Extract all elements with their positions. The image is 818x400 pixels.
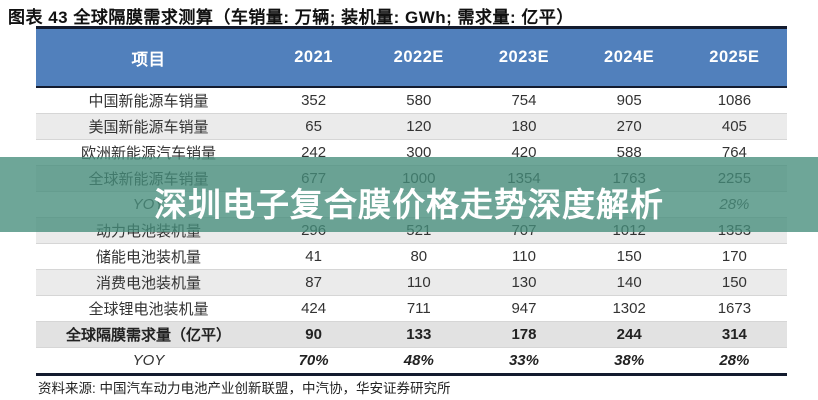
cell-value: 38% xyxy=(576,347,682,375)
cell-value: 28% xyxy=(681,347,787,375)
row-label: 全球新能源车销量 xyxy=(36,165,261,192)
table-row-global-nev-sales: 全球新能源车销量 677 1000 1354 1763 2255 xyxy=(36,165,787,192)
cell-value: 314 xyxy=(681,321,787,348)
table-row-china-nev-sales: 中国新能源车销量 352 580 754 905 1086 xyxy=(36,87,787,114)
cell-value: 420 xyxy=(471,139,577,166)
cell-value: 1302 xyxy=(576,295,682,322)
cell-value: 90 xyxy=(261,321,367,348)
cell-value xyxy=(471,191,577,218)
cell-value: 754 xyxy=(511,92,537,109)
cell-value xyxy=(366,191,472,218)
cell-value: 242 xyxy=(261,139,367,166)
cell-value: 133 xyxy=(366,321,472,348)
cell-value: 150 xyxy=(576,243,682,270)
cell-value: 41 xyxy=(261,243,367,270)
cell-value: 588 xyxy=(576,139,682,166)
table-row-power-battery: 动力电池装机量 296 521 707 1012 1353 xyxy=(36,217,787,244)
cell-value: 270 xyxy=(576,113,682,140)
row-label: 欧洲新能源汽车销量 xyxy=(36,139,261,166)
cell-value: 150 xyxy=(681,269,787,296)
cell-value: 70% xyxy=(261,347,367,375)
cell-value: 180 xyxy=(471,113,577,140)
demand-table: 项目 2021 2022E 2023E 2024E 2025E 中国新能源车销量… xyxy=(36,26,787,376)
col-header-2024e: 2024E xyxy=(576,29,682,88)
source-note: 资料来源: 中国汽车动力电池产业创新联盟，中汽协，华安证券研究所 xyxy=(38,381,451,396)
demand-table-grid: 项目 2021 2022E 2023E 2024E 2025E 中国新能源车销量… xyxy=(36,29,787,376)
col-header-2023e: 2023E xyxy=(471,29,577,88)
cell-value: 48% xyxy=(366,347,472,375)
cell-value: 1763 xyxy=(576,165,682,192)
cell-value: 300 xyxy=(366,139,472,166)
cell-value: 80 xyxy=(366,243,472,270)
cell-value: 1012 xyxy=(576,217,682,244)
row-label: 美国新能源车销量 xyxy=(36,113,261,140)
cell-value: 130 xyxy=(471,269,577,296)
cell-value: 1086 xyxy=(717,92,752,109)
cell-value: 764 xyxy=(681,139,787,166)
col-header-2025e: 2025E xyxy=(681,29,787,88)
cell-value: 87 xyxy=(261,269,367,296)
table-row-consumer-battery: 消费电池装机量 87 110 130 140 150 xyxy=(36,269,787,296)
table-row-storage-battery: 储能电池装机量 41 80 110 150 170 xyxy=(36,243,787,270)
cell-value: 424 xyxy=(261,295,367,322)
table-row-us-nev-sales: 美国新能源车销量 65 120 180 270 405 xyxy=(36,113,787,140)
cell-value: 1353 xyxy=(681,217,787,244)
cell-value: 170 xyxy=(681,243,787,270)
cell-value: 120 xyxy=(366,113,472,140)
row-label: 动力电池装机量 xyxy=(36,217,261,244)
cell-value: 65 xyxy=(261,113,367,140)
row-label: 消费电池装机量 xyxy=(36,269,261,296)
cell-value: 33% xyxy=(471,347,577,375)
cell-value: 580 xyxy=(406,92,432,109)
cell-value xyxy=(261,191,367,218)
cell-value: 405 xyxy=(681,113,787,140)
cell-value: 140 xyxy=(576,269,682,296)
table-row-nev-yoy: YOY 28% xyxy=(36,191,787,218)
cell-value: 178 xyxy=(471,321,577,348)
cell-value: 28% xyxy=(681,191,787,218)
row-label: YOY xyxy=(36,347,261,375)
col-header-2022e: 2022E xyxy=(366,29,472,88)
cell-value: 1673 xyxy=(681,295,787,322)
cell-value: 2255 xyxy=(681,165,787,192)
cell-value: 521 xyxy=(366,217,472,244)
row-label: 储能电池装机量 xyxy=(36,243,261,270)
cell-value: 707 xyxy=(471,217,577,244)
figure-title: 图表 43 全球隔膜需求测算（车销量: 万辆; 装机量: GWh; 需求量: 亿… xyxy=(8,8,574,27)
table-header-row: 项目 2021 2022E 2023E 2024E 2025E xyxy=(36,29,787,88)
cell-value: 110 xyxy=(471,243,577,270)
row-label: 全球隔膜需求量（亿平） xyxy=(36,321,261,348)
row-label: YOY xyxy=(36,191,261,218)
cell-value: 110 xyxy=(366,269,472,296)
cell-value: 244 xyxy=(576,321,682,348)
col-header-2021: 2021 xyxy=(261,29,367,88)
table-row-separator-demand: 全球隔膜需求量（亿平） 90 133 178 244 314 xyxy=(36,321,787,348)
cell-value: 905 xyxy=(616,92,642,109)
cell-value: 296 xyxy=(261,217,367,244)
cell-value: 352 xyxy=(301,92,327,109)
col-header-item: 项目 xyxy=(36,29,261,88)
cell-value: 677 xyxy=(261,165,367,192)
cell-value: 1354 xyxy=(471,165,577,192)
cell-value: 1000 xyxy=(366,165,472,192)
table-row-europe-nev-sales: 欧洲新能源汽车销量 242 300 420 588 764 xyxy=(36,139,787,166)
cell-value: 711 xyxy=(366,295,472,322)
cell-value: 947 xyxy=(471,295,577,322)
table-row-global-li-battery: 全球锂电池装机量 424 711 947 1302 1673 xyxy=(36,295,787,322)
row-label: 全球锂电池装机量 xyxy=(36,295,261,322)
table-row-demand-yoy: YOY 70% 48% 33% 38% 28% xyxy=(36,347,787,375)
cell-value xyxy=(576,191,682,218)
row-label: 中国新能源车销量 xyxy=(88,93,209,110)
